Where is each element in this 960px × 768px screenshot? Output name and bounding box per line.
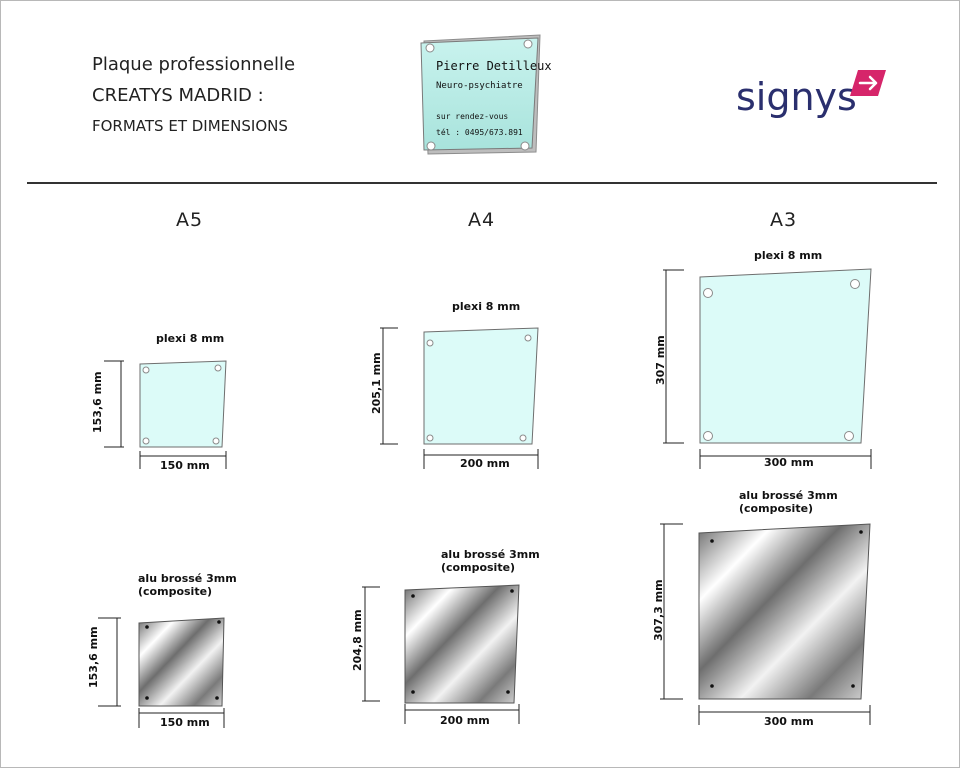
sample-plaque-name: Pierre Detilleux xyxy=(436,59,552,73)
plexi-height-a3: 307 mm xyxy=(654,335,667,385)
alu-height-a5: 153,6 mm xyxy=(87,626,100,688)
alu-plate-a5: alu brossé 3mm (composite) 153,6 mm 150 … xyxy=(87,572,237,729)
format-heading-a5: A5 xyxy=(176,209,203,231)
sample-plaque-line3: sur rendez-vous xyxy=(436,112,508,121)
alu-plate-a3: alu brossé 3mm (composite) 307,3 mm 300 … xyxy=(652,489,871,728)
sample-plaque-line4: tél : 0495/673.891 xyxy=(436,127,523,137)
header-title-line1: Plaque professionnelle xyxy=(92,54,295,75)
alu-label-line1-a5: alu brossé 3mm xyxy=(138,572,237,585)
alu-height-a3: 307,3 mm xyxy=(652,579,665,641)
alu-label-line2-a4: (composite) xyxy=(441,561,515,574)
alu-width-a4: 200 mm xyxy=(440,714,490,727)
header-title-line2: CREATYS MADRID : xyxy=(92,85,264,106)
alu-label-line1-a3: alu brossé 3mm xyxy=(739,489,838,502)
header-subtitle: FORMATS ET DIMENSIONS xyxy=(92,117,288,135)
signys-logo: signys xyxy=(736,70,886,119)
plexi-label-a4: plexi 8 mm xyxy=(452,300,520,313)
alu-label-line2-a5: (composite) xyxy=(138,585,212,598)
plexi-label-a3: plexi 8 mm xyxy=(754,249,822,262)
plexi-plate-a5: plexi 8 mm 153,6 mm 150 mm xyxy=(91,332,227,472)
alu-height-a4: 204,8 mm xyxy=(351,609,364,671)
plexi-height-a5: 153,6 mm xyxy=(91,371,104,433)
plexi-label-a5: plexi 8 mm xyxy=(156,332,224,345)
format-heading-a4: A4 xyxy=(468,209,495,231)
alu-width-a5: 150 mm xyxy=(160,716,210,729)
alu-label-line2-a3: (composite) xyxy=(739,502,813,515)
plexi-width-a3: 300 mm xyxy=(764,456,814,469)
plexi-plate-a4: plexi 8 mm 205,1 mm 200 mm xyxy=(370,300,539,470)
plexi-plate-a3: plexi 8 mm 307 mm 300 mm xyxy=(654,249,872,469)
plexi-width-a4: 200 mm xyxy=(460,457,510,470)
alu-label-line1-a4: alu brossé 3mm xyxy=(441,548,540,561)
alu-width-a3: 300 mm xyxy=(764,715,814,728)
format-heading-a3: A3 xyxy=(770,209,797,231)
plexi-height-a4: 205,1 mm xyxy=(370,352,383,414)
plexi-width-a5: 150 mm xyxy=(160,459,210,472)
sample-plaque-image: Pierre Detilleux Neuro-psychiatre sur re… xyxy=(420,34,552,155)
sample-plaque-profession: Neuro-psychiatre xyxy=(436,81,523,91)
logo-text: signys xyxy=(736,75,857,119)
alu-plate-a4: alu brossé 3mm (composite) 204,8 mm 200 … xyxy=(351,548,540,727)
